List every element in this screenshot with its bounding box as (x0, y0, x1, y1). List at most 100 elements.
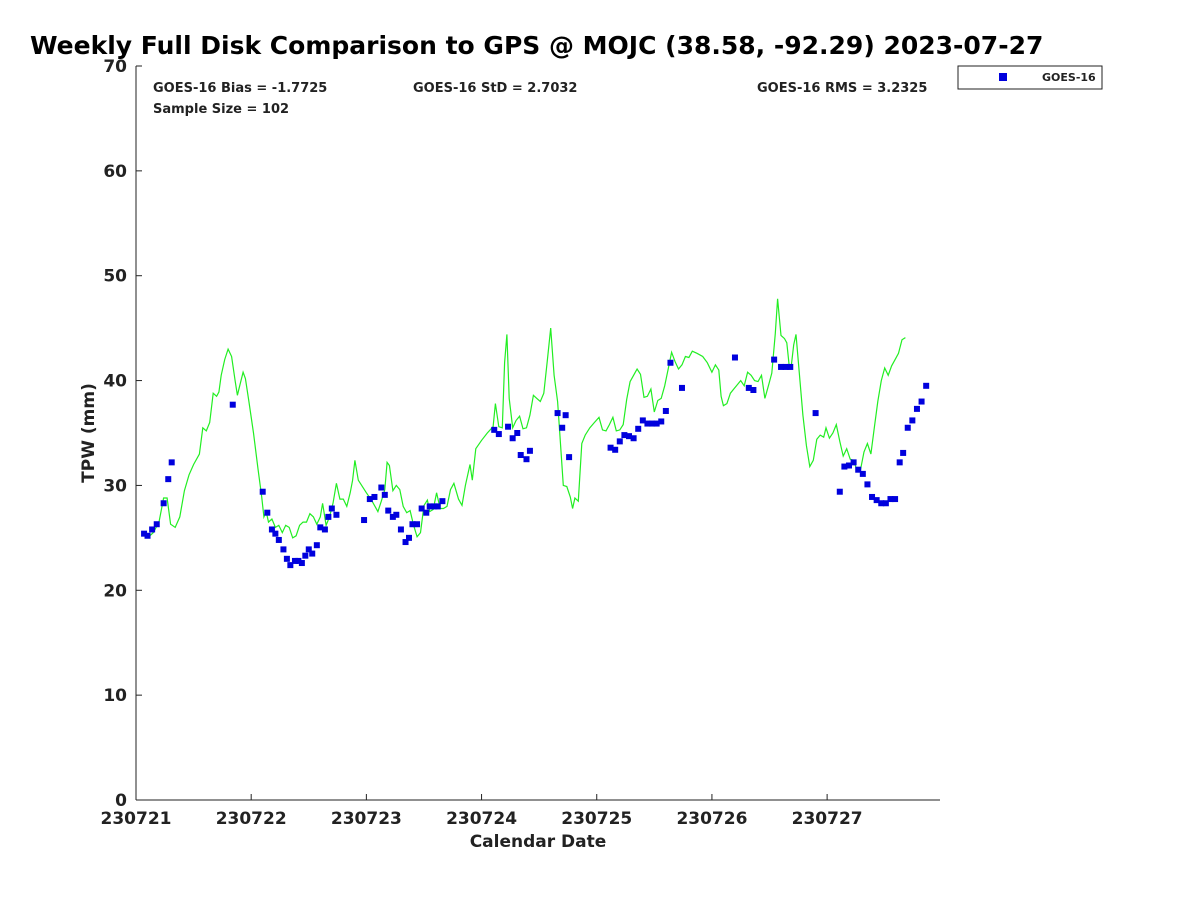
goes-16-data-point (612, 446, 619, 453)
goes-16-data-point (168, 459, 175, 466)
goes-16-data-point (259, 488, 266, 495)
x-tick-label: 230721 (101, 809, 172, 829)
goes-16-data-point (873, 497, 880, 504)
gps-series-line (147, 298, 906, 539)
x-ticks: 230721 230722 230723 230724 230725 230726 2307… (101, 794, 863, 829)
goes-16-data-point (523, 456, 530, 463)
y-ticks: 0 10 20 30 40 50 60 70 (103, 57, 142, 811)
goes-16-data-point (864, 481, 871, 488)
goes-16-data-point (607, 444, 614, 451)
goes-16-data-point (644, 420, 651, 427)
legend-marker-goes16 (999, 73, 1007, 81)
goes-16-data-point (836, 488, 843, 495)
goes-16-data-point (635, 425, 642, 432)
y-tick-label: 20 (103, 581, 127, 601)
goes-16-data-point (144, 532, 151, 539)
goes-16-data-point (361, 517, 368, 524)
goes-16-data-point (426, 503, 433, 510)
goes-16-data-point (859, 470, 866, 477)
goes-16-data-point (149, 526, 156, 533)
goes-16-data-point (649, 420, 656, 427)
y-tick-label: 70 (103, 57, 127, 77)
goes-16-data-point (264, 509, 271, 516)
x-tick-label: 230723 (331, 809, 402, 829)
y-tick-label: 0 (115, 791, 127, 811)
goes-16-data-point (869, 493, 876, 500)
goes-16-data-point (414, 521, 421, 528)
series-layer (141, 298, 930, 569)
goes-16-data-point (625, 433, 632, 440)
goes-16-data-point (850, 459, 857, 466)
goes-16-data-point (434, 503, 441, 510)
goes-16-data-point (526, 447, 533, 454)
plot-frame (135, 66, 940, 801)
x-tick-label: 230724 (446, 809, 517, 829)
goes-16-data-point (321, 526, 328, 533)
goes-16-data-point (812, 410, 819, 417)
goes-16-data-point (381, 491, 388, 498)
goes-16-data-point (517, 452, 524, 459)
goes-16-data-point (559, 424, 566, 431)
goes-16-data-point (291, 557, 298, 564)
goes-16-data-point (153, 521, 160, 528)
goes-16-data-point (389, 513, 396, 520)
goes-16-data-point (562, 412, 569, 419)
goes-16-data-point (750, 387, 757, 394)
goes-16-data-point (782, 363, 789, 370)
goes-16-data-point (778, 363, 785, 370)
goes-16-data-point (678, 384, 685, 391)
goes-16-data-point (630, 435, 637, 442)
goes-16-data-point (405, 534, 412, 541)
goes-16-data-point (305, 546, 312, 553)
goes-16-data-point (923, 382, 930, 389)
goes-16-data-point (378, 484, 385, 491)
goes-16-data-point (317, 524, 324, 531)
goes-16-data-point (653, 420, 660, 427)
goes-16-data-point (509, 435, 516, 442)
bias-stat: GOES-16 Bias = -1.7725 (153, 81, 327, 96)
goes-16-data-point (165, 476, 172, 483)
goes-16-data-point (298, 560, 305, 567)
goes-16-data-point (616, 438, 623, 445)
goes-16-data-point (892, 496, 899, 503)
x-axis-label: Calendar Date (470, 832, 607, 852)
legend: GOES-16 (957, 65, 1103, 90)
goes-16-data-point (514, 430, 521, 436)
goes-16-data-point (280, 546, 287, 553)
goes-16-data-point (913, 405, 920, 412)
goes-16-data-point (409, 521, 416, 528)
goes-16-data-point (505, 423, 512, 430)
goes-16-data-point (658, 418, 665, 425)
goes-16-data-point (397, 526, 404, 533)
y-tick-label: 40 (103, 372, 127, 392)
chart-title: Weekly Full Disk Comparison to GPS @ MOJ… (30, 31, 1043, 60)
goes-16-data-point (287, 562, 294, 569)
sample-size-stat: Sample Size = 102 (153, 102, 289, 117)
x-tick-label: 230726 (676, 809, 747, 829)
goes-16-data-point (272, 530, 279, 537)
goes-16-data-point (771, 356, 778, 363)
goes-16-data-point (283, 555, 290, 562)
goes-16-data-point (878, 500, 885, 507)
goes-16-data-point (918, 398, 925, 405)
goes-16-data-point (882, 500, 889, 507)
goes-16-data-point (909, 417, 916, 424)
goes-16-data-point (418, 505, 425, 512)
goes-16-data-point (371, 493, 378, 500)
goes-16-data-point (366, 496, 373, 503)
goes-16-data-point (495, 431, 502, 438)
rms-stat: GOES-16 RMS = 3.2325 (757, 81, 927, 96)
goes-16-data-point (662, 407, 669, 414)
goes-16-data-point (904, 424, 911, 431)
goes-16-data-point (667, 359, 674, 366)
goes-16-data-point (229, 401, 236, 408)
goes-16-data-point (855, 466, 862, 473)
goes-16-data-point (431, 503, 438, 510)
x-tick-label: 230727 (792, 809, 863, 829)
legend-label-goes16: GOES-16 (1042, 71, 1096, 84)
goes-16-data-point (621, 432, 628, 439)
goes-16-data-point (333, 511, 340, 518)
goes-16-data-point (385, 507, 392, 514)
x-tick-label: 230725 (561, 809, 632, 829)
